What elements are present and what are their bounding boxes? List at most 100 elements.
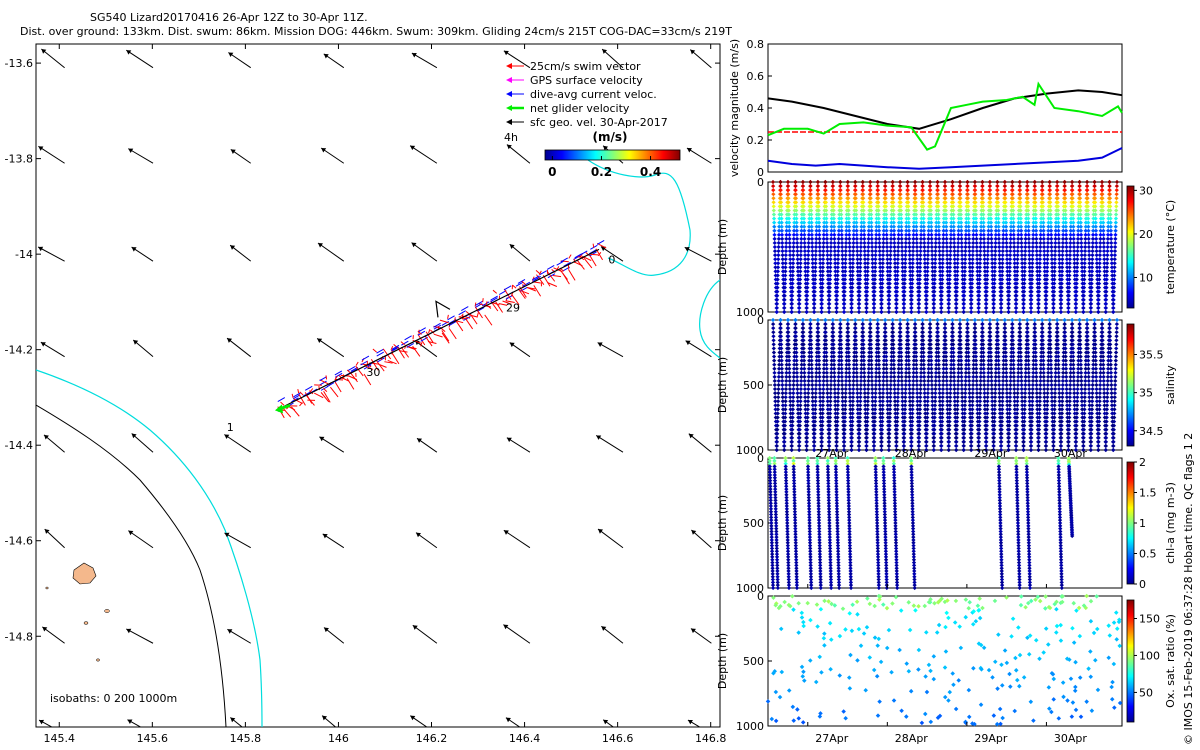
- swim-vector: [568, 269, 576, 281]
- swim-vector: [391, 352, 400, 365]
- geo-vector-head: [411, 53, 417, 58]
- temperature-point: [783, 269, 788, 274]
- island-small-4: [45, 586, 49, 590]
- temperature-point: [771, 204, 776, 209]
- geo-vector-head: [503, 530, 509, 535]
- salinity-ytick-label: 500: [743, 379, 764, 392]
- colorbar-gradient: [544, 149, 681, 161]
- temperature-point: [791, 232, 797, 237]
- temperature-point: [779, 208, 784, 213]
- temperature-point: [773, 261, 778, 266]
- map-ytick-label: -14.2: [5, 344, 33, 357]
- swim-vector: [455, 320, 464, 332]
- geostrophic-vectors: [37, 48, 712, 727]
- velocity-panel: 00.20.40.60.8 velocity magnitude (m/s): [728, 38, 1123, 179]
- day-label: 1: [227, 421, 234, 434]
- velocity-series-green: [767, 81, 1123, 151]
- geo-vector-head: [230, 717, 236, 723]
- temperature-point: [786, 200, 791, 205]
- geo-vector: [415, 532, 438, 549]
- temperature-point: [795, 261, 800, 266]
- current-vector: [532, 275, 540, 281]
- temperature-point: [783, 248, 789, 254]
- temperature-point: [773, 273, 778, 278]
- temperature-point: [776, 248, 781, 254]
- geo-vector: [37, 246, 65, 262]
- temperature-point: [795, 253, 800, 258]
- temperature-point: [786, 188, 791, 193]
- temperature-ctick-label: 30: [1139, 184, 1153, 197]
- temperature-point: [795, 248, 800, 254]
- geo-vector-head: [317, 338, 323, 343]
- geo-vector-head: [317, 243, 323, 248]
- geo-vector-head: [321, 147, 327, 153]
- temperature-point: [771, 216, 777, 221]
- temperature-point: [775, 265, 781, 270]
- temperature-point: [779, 228, 785, 233]
- temperature-point: [783, 265, 788, 270]
- temperature-point: [788, 269, 793, 274]
- swim-vector: [417, 333, 426, 346]
- temperature-point: [789, 293, 794, 298]
- geo-vector-head: [509, 244, 515, 250]
- map-ytick-label: -14.6: [5, 535, 33, 548]
- temperature-point: [789, 309, 794, 315]
- temperature-point: [791, 228, 797, 233]
- map-xtick-label: 145.6: [137, 732, 169, 745]
- swim-vector: [425, 331, 434, 343]
- temperature-point: [778, 183, 783, 189]
- temperature-point: [781, 305, 787, 311]
- temperature-point: [798, 257, 803, 262]
- current-vector: [533, 275, 542, 281]
- temperature-point: [787, 236, 792, 241]
- temperature-point: [781, 281, 786, 286]
- temperature-point: [770, 179, 776, 185]
- geo-vector: [597, 342, 624, 358]
- geo-vector-head: [40, 342, 46, 347]
- temperature-point: [796, 277, 801, 282]
- map-ytick-label: -13.8: [5, 153, 33, 166]
- geo-vector-head: [126, 628, 132, 634]
- swim-vector: [511, 294, 520, 306]
- geo-vector: [509, 243, 531, 262]
- map-ytick-label: -13.6: [5, 57, 33, 70]
- day-label: 0: [608, 254, 615, 267]
- swim-vector: [325, 375, 328, 380]
- geo-vector-head: [38, 246, 44, 252]
- current-vector: [401, 340, 409, 346]
- geo-vector: [601, 625, 624, 644]
- temperature-point: [794, 220, 799, 225]
- geo-vector-head: [603, 145, 609, 151]
- temperature-point: [779, 212, 784, 217]
- current-vector: [461, 306, 469, 312]
- temperature-point: [778, 196, 784, 201]
- swim-vector: [355, 361, 359, 366]
- current-vector: [417, 330, 426, 336]
- geo-vector: [503, 624, 531, 644]
- temperature-point: [793, 179, 798, 185]
- geo-vector-head: [597, 342, 603, 347]
- temperature-colorbar-label: temperature (°C): [1164, 200, 1177, 294]
- temperature-point: [783, 257, 788, 262]
- temperature-point: [788, 277, 793, 282]
- geo-vector-head: [690, 628, 696, 634]
- temperature-point: [776, 232, 782, 237]
- current-vector: [546, 265, 555, 270]
- temperature-point: [788, 289, 794, 294]
- current-vector: [361, 355, 370, 361]
- temperature-point: [789, 301, 794, 306]
- geo-vector-head: [688, 433, 694, 439]
- colorbar-tick-label: 0.4: [640, 165, 661, 179]
- temperature-point: [796, 285, 801, 290]
- swim-vector: [453, 317, 456, 322]
- temperature-point: [778, 200, 784, 205]
- temperature-point: [783, 253, 788, 258]
- temperature-point: [795, 269, 801, 274]
- velocity-ylabel: velocity magnitude (m/s): [728, 39, 741, 177]
- geo-vector-head: [412, 625, 418, 630]
- geo-vector: [227, 628, 251, 644]
- colorbar-title: (m/s): [593, 130, 628, 144]
